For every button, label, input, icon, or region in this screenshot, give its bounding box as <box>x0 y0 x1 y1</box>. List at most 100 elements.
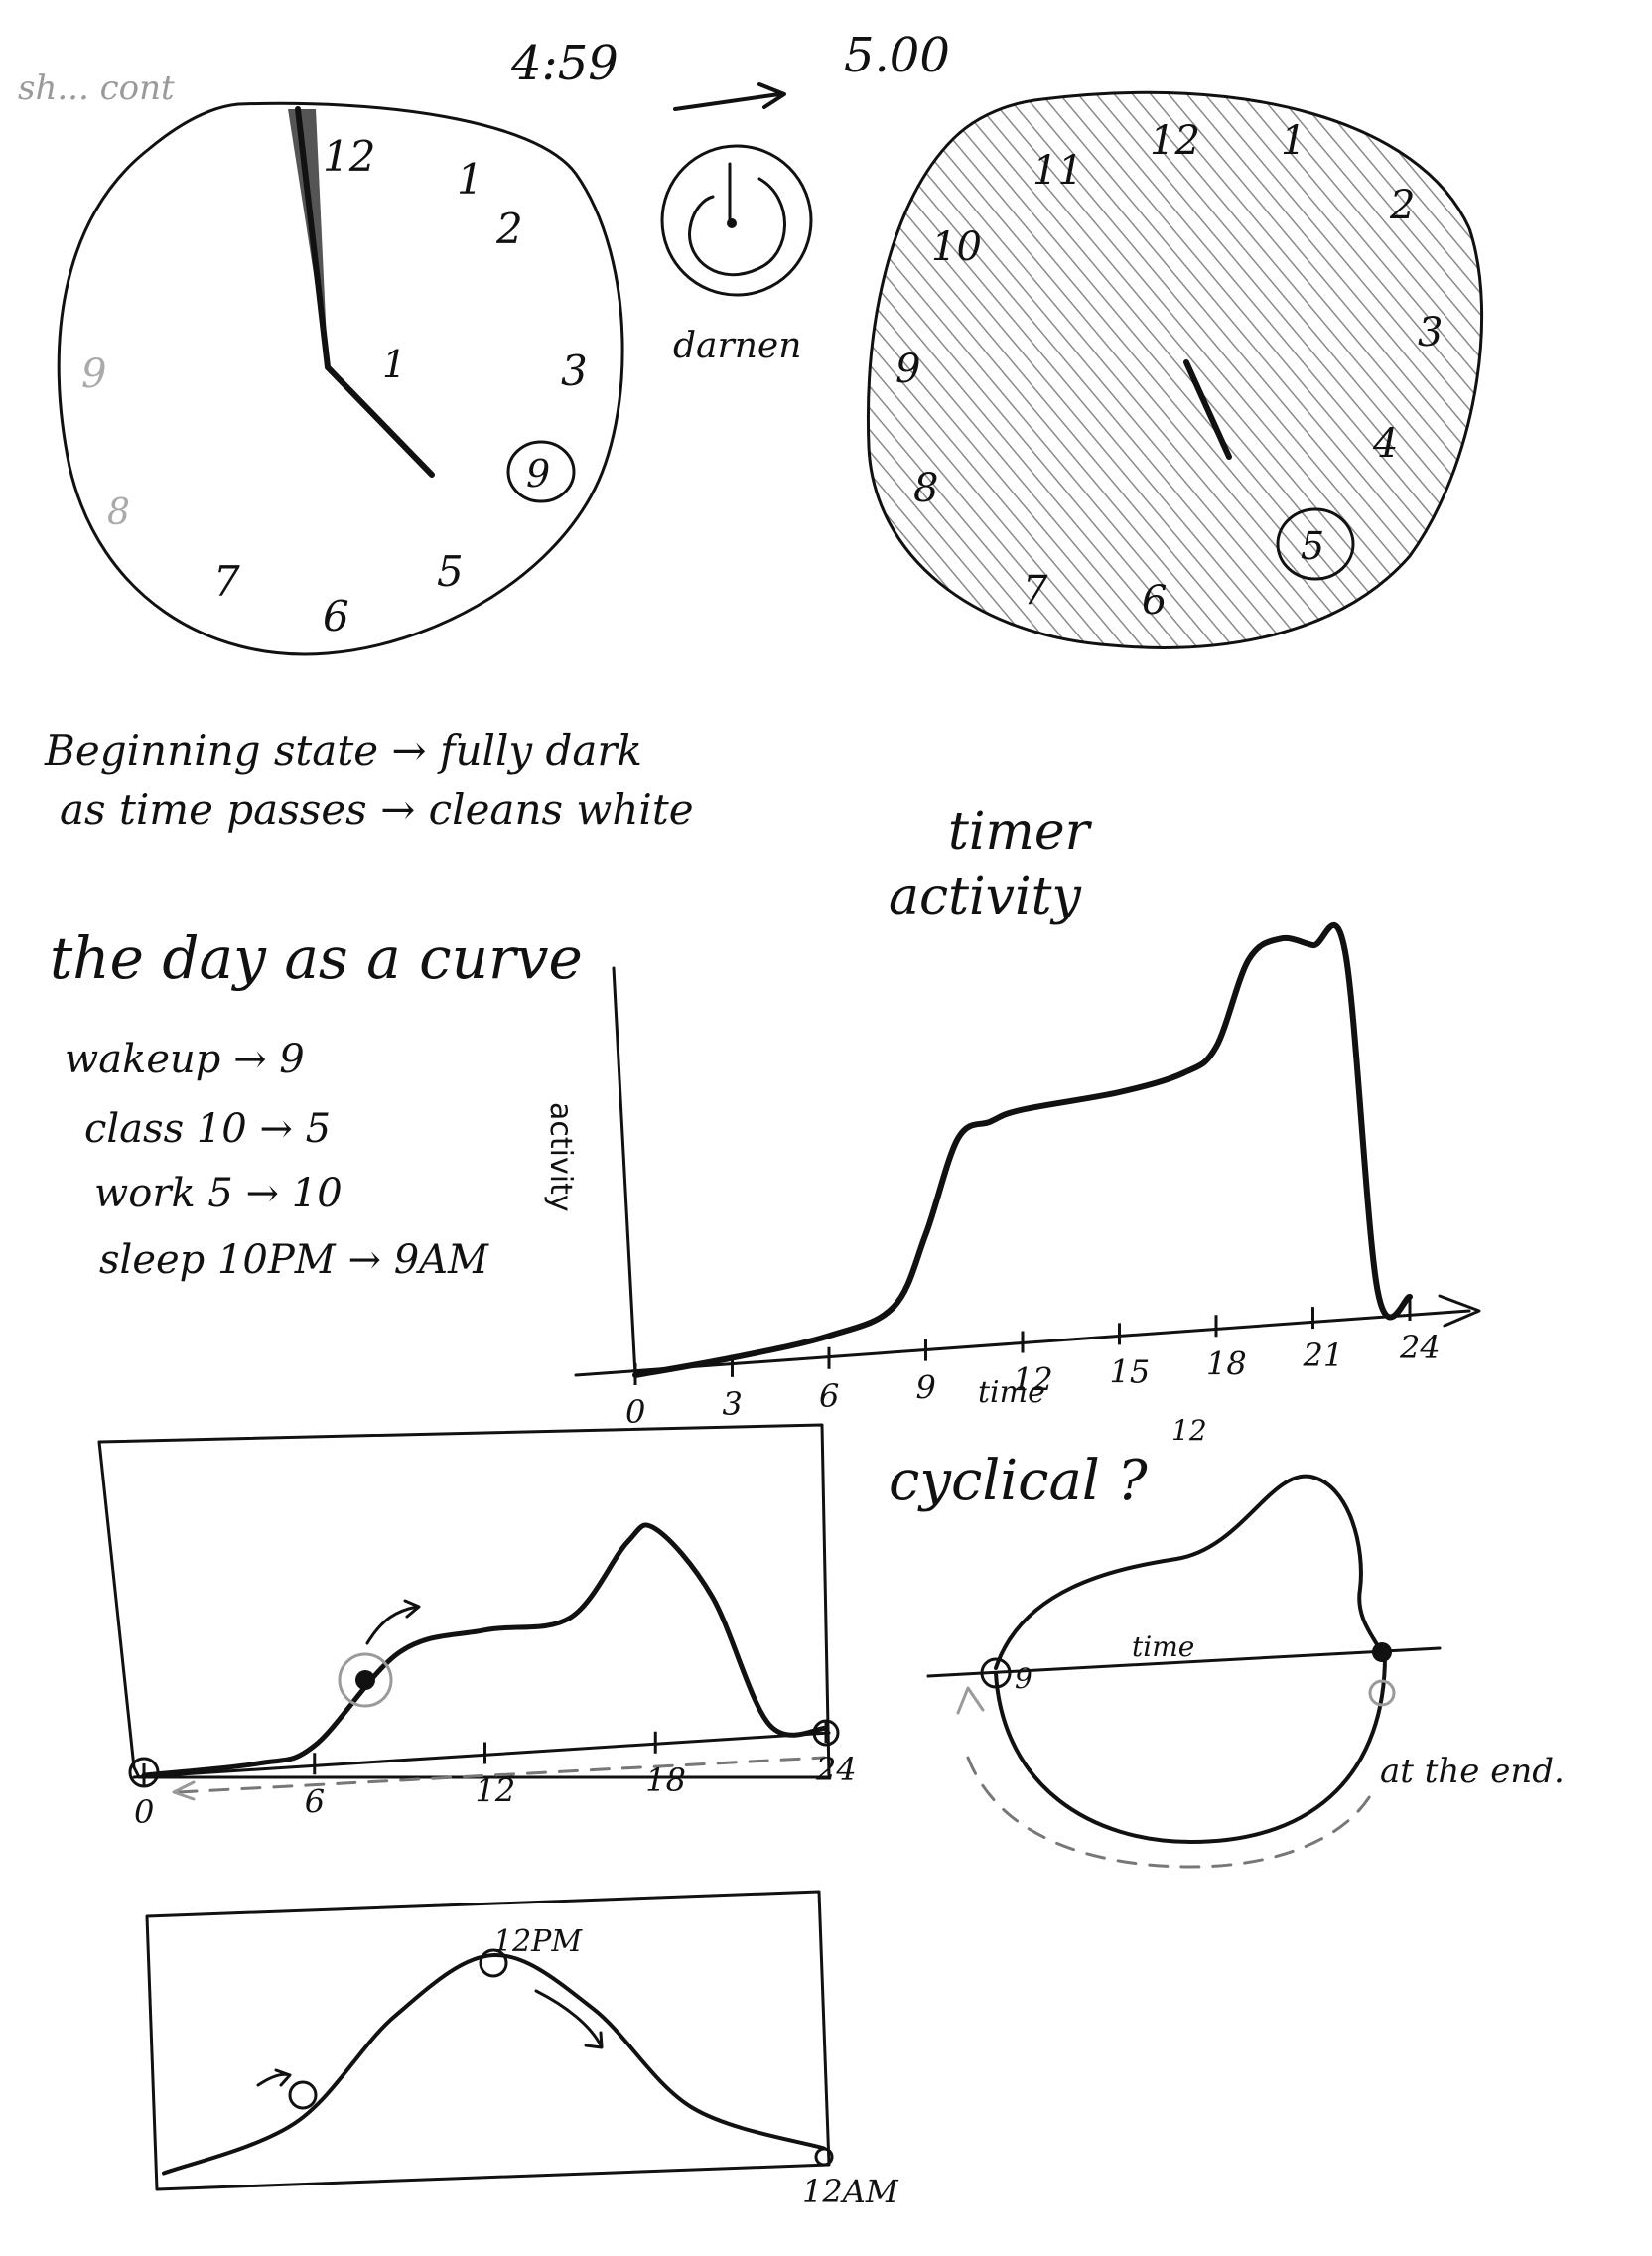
clock-left-num-7: 7 <box>213 557 240 606</box>
boxed-curve <box>141 1522 829 1778</box>
x-axis-2 <box>132 1731 831 1779</box>
current-marker-ring <box>338 1652 393 1708</box>
clock-left: 12 1 2 3 9 5 6 7 8 9 1 <box>57 101 624 656</box>
progress-arrow-icon <box>365 1599 421 1645</box>
corner-note: sh... cont <box>18 69 175 108</box>
cyclical-title: cyclical ? <box>889 1449 1149 1513</box>
activity-chart-tick-label-18: 18 <box>1206 1344 1247 1382</box>
clock-right-num-12: 12 <box>1150 118 1200 164</box>
clock-right-num-10: 10 <box>931 224 982 270</box>
chart-frame <box>97 1423 831 1779</box>
time-before: 4:59 <box>510 36 619 91</box>
activity-chart-tick-label-6: 6 <box>819 1377 839 1415</box>
y-axis <box>612 966 637 1377</box>
clock-left-num-1: 1 <box>457 155 483 204</box>
clock-right: 12 1 2 3 4 5 6 7 8 9 10 11 <box>867 90 1484 649</box>
cyclical-arrow-head <box>956 1686 985 1715</box>
hour-hand <box>325 364 435 478</box>
circled-marker <box>506 440 576 503</box>
clock-right-num-circled: 5 <box>1301 524 1324 568</box>
end-marker <box>812 1719 840 1747</box>
schedule-item-work: work 5 → 10 <box>94 1171 343 1216</box>
clock-left-num-12: 12 <box>323 132 375 181</box>
boxed-chart-tick-label-6: 6 <box>305 1782 325 1820</box>
bell-peak-marker <box>479 1948 508 1978</box>
activity-curve <box>632 921 1413 1378</box>
note-line-1: Beginning state → fully dark <box>44 726 642 775</box>
clock-left-num-9: 9 <box>81 352 106 397</box>
boxed-chart-tick-label-24: 24 <box>815 1751 857 1788</box>
activity-chart-tick-label-0: 0 <box>625 1393 645 1431</box>
clock-left-num-circled: 9 <box>526 452 550 495</box>
section-title: the day as a curve <box>50 924 583 992</box>
cyclical-upper-curve <box>994 1474 1384 1670</box>
rotate-icon <box>660 144 813 297</box>
clock-right-num-8: 8 <box>913 466 938 511</box>
clock-hand <box>1183 359 1232 460</box>
cyclical-ghost-marker <box>1368 1679 1396 1707</box>
clock-left-num-5: 5 <box>437 547 464 596</box>
time-after: 5.00 <box>844 28 950 83</box>
current-marker <box>355 1670 375 1690</box>
bell-annot-12am: 12AM <box>802 2173 899 2210</box>
icon-caption: darnen <box>673 326 801 366</box>
clock-right-num-6: 6 <box>1142 578 1167 624</box>
cyclical-axis <box>926 1646 1442 1678</box>
start-marker <box>128 1757 160 1788</box>
clock-left-num-6: 6 <box>323 592 349 640</box>
bell-peak-arrow-icon <box>534 1989 604 2049</box>
schedule-item-wakeup: wakeup → 9 <box>65 1037 305 1082</box>
boxed-chart-tick-label-0: 0 <box>134 1793 154 1831</box>
cyclical-annot-end: at the end. <box>1380 1752 1565 1791</box>
bell-start-marker <box>288 2080 318 2110</box>
cyclical-annot-9: 9 <box>1015 1662 1032 1695</box>
clock-right-num-1: 1 <box>1281 118 1306 164</box>
boxed-activity-chart: 0 6 12 18 24 <box>97 1423 857 1831</box>
clock-right-num-4: 4 <box>1372 421 1398 467</box>
cyclical-lower-curve <box>994 1654 1387 1844</box>
clock-left-num-8: 8 <box>107 493 130 533</box>
day-bell-chart: 12PM 12AM <box>145 1890 899 2210</box>
cyclical-annot-12: 12 <box>1171 1414 1207 1447</box>
section-title-timer: timer <box>948 802 1093 862</box>
return-arrow-line <box>177 1756 826 1794</box>
cyclical-return-arrow <box>966 1756 1377 1869</box>
activity-chart-tick-label-9: 9 <box>916 1369 936 1407</box>
cyclical-annot-time: time <box>1132 1630 1194 1663</box>
activity-chart-tick-label-15: 15 <box>1110 1352 1151 1390</box>
clock-face <box>57 101 624 656</box>
clock-left-num-3: 3 <box>561 347 588 395</box>
cyclical-end-marker <box>1372 1642 1392 1662</box>
arrow-icon <box>673 82 786 111</box>
activity-chart-tick-label-12: 12 <box>1013 1361 1053 1399</box>
note-line-2: as time passes → cleans white <box>60 785 694 834</box>
bell-curve <box>162 1952 826 2176</box>
boxed-chart-tick-label-18: 18 <box>645 1762 686 1799</box>
section-title-activity: activity <box>889 867 1082 926</box>
y-axis-label: activity <box>543 1102 578 1212</box>
bell-start-arrow-icon <box>256 2068 292 2087</box>
cyclical-chart: cyclical ? 12 9 time at the end. <box>889 1414 1565 1869</box>
clock-face-shaded <box>867 90 1484 649</box>
clock-left-num-center: 1 <box>382 343 406 386</box>
activity-chart: activity time 0 3 6 9 12 15 18 21 24 <box>543 921 1481 1431</box>
circled-marker-right <box>1276 507 1355 581</box>
clock-right-num-9: 9 <box>895 347 920 392</box>
clock-left-num-2: 2 <box>495 205 523 253</box>
clock-right-num-11: 11 <box>1032 148 1083 194</box>
x-axis-label: time <box>978 1375 1045 1410</box>
bell-annot-12pm: 12PM <box>493 1924 583 1959</box>
boxed-chart-tick-label-12: 12 <box>476 1772 516 1810</box>
clock-right-num-2: 2 <box>1389 183 1415 228</box>
schedule-item-class: class 10 → 5 <box>84 1106 331 1152</box>
cyclical-start-marker <box>980 1657 1012 1689</box>
minute-hand <box>295 106 331 370</box>
return-arrow-head <box>172 1780 196 1801</box>
activity-chart-tick-label-24: 24 <box>1399 1329 1441 1366</box>
clock-right-num-3: 3 <box>1418 310 1443 355</box>
clock-right-num-7: 7 <box>1023 568 1048 614</box>
bell-end-marker <box>814 2147 834 2167</box>
activity-chart-tick-label-21: 21 <box>1303 1337 1344 1374</box>
activity-chart-tick-label-3: 3 <box>723 1385 743 1423</box>
